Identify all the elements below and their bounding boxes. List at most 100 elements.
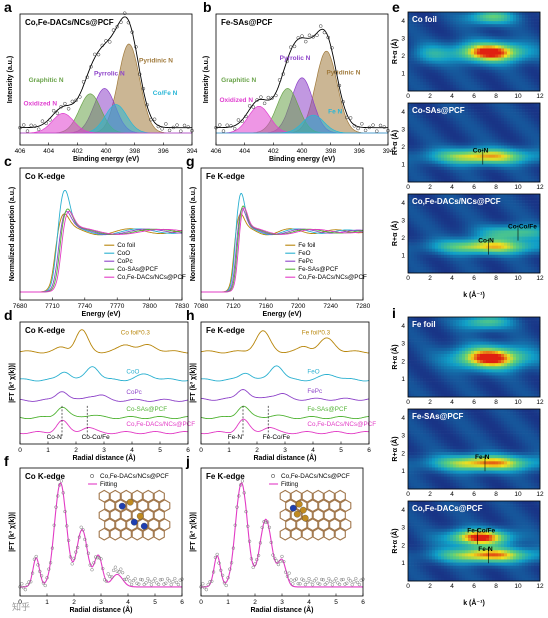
carbon-ring xyxy=(137,518,149,532)
carbon-ring xyxy=(285,518,297,532)
heat-cell xyxy=(420,263,424,268)
heat-cell xyxy=(516,239,520,243)
data-point xyxy=(255,557,259,562)
data-point xyxy=(354,576,358,581)
heat-cell xyxy=(483,151,487,155)
heat-cell xyxy=(450,75,454,80)
heat-cell xyxy=(477,221,481,225)
heat-cell xyxy=(408,378,412,382)
heat-cell xyxy=(534,266,538,271)
heat-cell xyxy=(477,27,481,31)
heat-cell xyxy=(423,112,427,116)
heat-cell xyxy=(441,236,445,240)
heat-cell xyxy=(453,175,457,180)
heat-cell xyxy=(438,221,442,225)
heat-cell xyxy=(447,27,451,31)
heat-cell xyxy=(495,21,499,25)
heat-cell xyxy=(513,251,517,256)
heat-cell xyxy=(456,344,460,349)
heat-cell xyxy=(462,248,466,253)
heat-cell xyxy=(426,357,430,361)
heat-cell xyxy=(537,215,541,219)
heat-cell xyxy=(426,194,430,198)
heat-cell xyxy=(507,30,511,34)
heat-cell xyxy=(459,350,463,355)
x-tick-label: 6 xyxy=(472,93,476,100)
heat-cell xyxy=(477,366,481,370)
heat-cell xyxy=(537,257,541,262)
heat-cell xyxy=(426,48,430,52)
heat-cell xyxy=(435,338,439,342)
data-point xyxy=(328,579,333,583)
heat-cell xyxy=(450,369,454,373)
data-point xyxy=(57,483,62,487)
heat-cell xyxy=(441,109,445,113)
heat-cell xyxy=(522,269,526,274)
heat-cell xyxy=(501,254,505,259)
heat-cell xyxy=(444,139,448,143)
heat-cell xyxy=(489,72,493,77)
heat-cell xyxy=(498,27,502,31)
heat-cell xyxy=(492,335,496,339)
heat-cell xyxy=(420,12,424,16)
data-point xyxy=(310,583,315,587)
heat-cell xyxy=(525,248,529,253)
data-point xyxy=(36,127,41,132)
heat-cell xyxy=(519,172,523,177)
heat-cell xyxy=(459,27,463,31)
heat-cell xyxy=(522,15,526,19)
heat-cell xyxy=(477,72,481,77)
heat-cell xyxy=(408,251,412,256)
data-point xyxy=(201,582,205,586)
heat-cell xyxy=(414,103,418,107)
heat-cell xyxy=(408,130,412,134)
heat-cell xyxy=(483,163,487,168)
heat-cell xyxy=(510,221,514,225)
heat-cell xyxy=(453,139,457,143)
heat-cell xyxy=(486,160,490,165)
heat-cell xyxy=(483,317,487,321)
heat-cell xyxy=(420,317,424,321)
heat-cell xyxy=(429,81,433,86)
heat-cell xyxy=(501,72,505,77)
heat-cell xyxy=(420,326,424,330)
heat-cell xyxy=(450,15,454,19)
heat-cell xyxy=(462,360,466,364)
heat-cell xyxy=(453,266,457,271)
heat-cell xyxy=(417,178,421,183)
heat-cell xyxy=(477,393,481,398)
heat-cell xyxy=(453,57,457,61)
heat-cell xyxy=(465,60,469,64)
heat-cell xyxy=(474,329,478,333)
heat-cell xyxy=(459,269,463,274)
heat-cell xyxy=(504,51,508,55)
heat-cell xyxy=(423,344,427,349)
heat-cell xyxy=(435,103,439,107)
heat-cell xyxy=(510,130,514,134)
heat-cell xyxy=(510,15,514,19)
heat-cell xyxy=(516,203,520,207)
heat-cell xyxy=(525,136,529,140)
heat-cell xyxy=(453,72,457,77)
series-label: Co,Fe-DACs/NCs@PCF xyxy=(126,421,195,428)
heat-cell xyxy=(477,63,481,67)
heat-cell xyxy=(498,139,502,143)
heat-cell xyxy=(486,81,490,86)
heat-cell xyxy=(537,172,541,177)
data-point xyxy=(350,583,354,587)
heat-cell xyxy=(477,118,481,122)
heat-cell xyxy=(441,163,445,168)
heat-cell xyxy=(459,118,463,122)
panel-title: Fe K-edge xyxy=(206,472,245,481)
heat-cell xyxy=(411,230,415,234)
heat-cell xyxy=(486,21,490,25)
heat-cell xyxy=(537,27,541,31)
heat-cell xyxy=(414,221,418,225)
heat-cell xyxy=(468,245,472,249)
heat-cell xyxy=(462,341,466,345)
heat-cell xyxy=(513,203,517,207)
heat-cell xyxy=(516,66,520,71)
heat-cell xyxy=(438,326,442,330)
heat-cell xyxy=(462,381,466,385)
carbon-ring xyxy=(131,489,143,503)
